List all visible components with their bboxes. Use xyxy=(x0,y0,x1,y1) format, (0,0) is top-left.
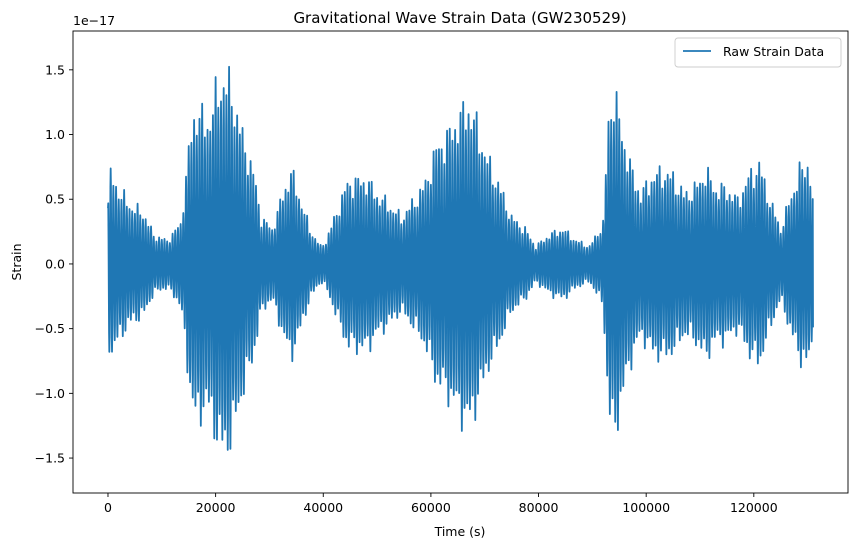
x-axis-label: Time (s) xyxy=(434,524,486,539)
y-axis-label: Strain xyxy=(9,243,24,280)
y-axis: −1.5 −1.0 −0.5 0.0 0.5 1.0 1.5 xyxy=(35,62,73,466)
y-offset-text: 1e−17 xyxy=(73,13,115,28)
y-tick-label: 1.0 xyxy=(45,127,65,142)
legend: Raw Strain Data xyxy=(674,37,842,68)
y-tick-label: −1.5 xyxy=(35,451,65,466)
x-tick-label: 0 xyxy=(104,500,112,515)
x-tick-label: 80000 xyxy=(519,500,559,515)
y-tick-label: 1.5 xyxy=(45,62,65,77)
x-tick-label: 100000 xyxy=(622,500,670,515)
series-layer xyxy=(107,65,814,451)
x-tick-label: 60000 xyxy=(411,500,451,515)
y-tick-label: 0.0 xyxy=(45,256,65,271)
x-tick-label: 120000 xyxy=(730,500,778,515)
legend-box xyxy=(674,37,842,68)
x-tick-label: 20000 xyxy=(196,500,236,515)
y-tick-label: −0.5 xyxy=(35,321,65,336)
chart-title: Gravitational Wave Strain Data (GW230529… xyxy=(293,9,626,27)
x-axis: 0 20000 40000 60000 80000 100000 120000 xyxy=(104,493,778,515)
legend-label-raw-strain-data: Raw Strain Data xyxy=(723,44,824,59)
x-tick-label: 40000 xyxy=(303,500,343,515)
series-line-raw-strain-data xyxy=(107,65,814,451)
y-tick-label: −1.0 xyxy=(35,386,65,401)
y-tick-label: 0.5 xyxy=(45,192,65,207)
plot-frame xyxy=(72,30,849,494)
